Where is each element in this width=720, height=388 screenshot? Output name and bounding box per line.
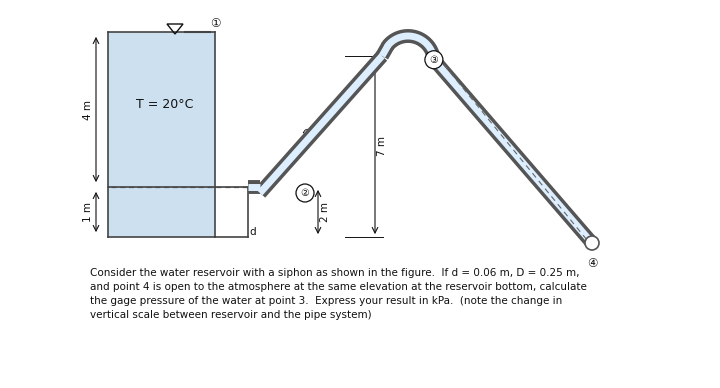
Text: 1 m: 1 m bbox=[83, 202, 93, 222]
Text: vertical scale between reservoir and the pipe system): vertical scale between reservoir and the… bbox=[90, 310, 372, 320]
Text: and point 4 is open to the atmosphere at the same elevation at the reservoir bot: and point 4 is open to the atmosphere at… bbox=[90, 282, 587, 292]
Text: Consider the water reservoir with a siphon as shown in the figure.  If d = 0.06 : Consider the water reservoir with a siph… bbox=[90, 268, 580, 278]
Text: ③: ③ bbox=[430, 55, 438, 65]
Text: 2 m: 2 m bbox=[320, 202, 330, 222]
Text: ④: ④ bbox=[587, 257, 598, 270]
Circle shape bbox=[425, 51, 443, 69]
Polygon shape bbox=[108, 187, 215, 237]
Text: 7 m: 7 m bbox=[377, 137, 387, 156]
Polygon shape bbox=[108, 32, 215, 187]
Polygon shape bbox=[215, 187, 248, 237]
Text: D: D bbox=[302, 126, 315, 139]
Text: T = 20°C: T = 20°C bbox=[136, 98, 194, 111]
Text: d: d bbox=[250, 227, 256, 237]
Circle shape bbox=[585, 236, 599, 250]
Circle shape bbox=[296, 184, 314, 202]
Text: 4 m: 4 m bbox=[83, 99, 93, 120]
Text: the gage pressure of the water at point 3.  Express your result in kPa.  (note t: the gage pressure of the water at point … bbox=[90, 296, 562, 306]
Text: ②: ② bbox=[301, 188, 310, 198]
Text: ①: ① bbox=[210, 17, 220, 30]
